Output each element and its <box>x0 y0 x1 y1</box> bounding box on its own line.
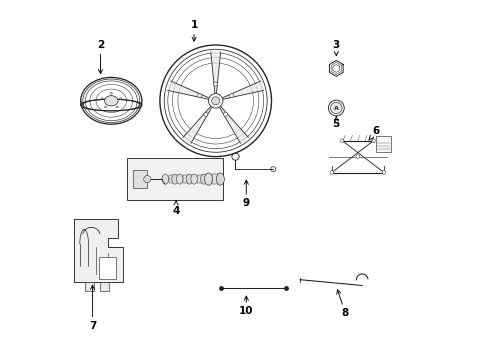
Circle shape <box>213 82 217 86</box>
Circle shape <box>329 171 333 174</box>
Circle shape <box>229 94 233 98</box>
Text: 7: 7 <box>89 285 96 331</box>
Bar <box>99 256 116 279</box>
Bar <box>197 175 203 183</box>
Ellipse shape <box>104 96 118 106</box>
Circle shape <box>223 112 227 116</box>
Ellipse shape <box>101 98 103 99</box>
Polygon shape <box>183 107 211 143</box>
Circle shape <box>203 112 207 116</box>
Text: 4: 4 <box>172 201 180 216</box>
Bar <box>85 282 94 291</box>
Text: 9: 9 <box>242 180 249 208</box>
Circle shape <box>198 94 202 98</box>
Ellipse shape <box>116 106 118 108</box>
Bar <box>100 282 109 291</box>
Ellipse shape <box>119 98 122 99</box>
Ellipse shape <box>104 106 106 108</box>
Ellipse shape <box>110 93 112 94</box>
Bar <box>127 158 223 200</box>
Polygon shape <box>223 81 263 99</box>
Text: A: A <box>333 105 338 111</box>
Ellipse shape <box>190 174 197 184</box>
Polygon shape <box>74 219 123 282</box>
Ellipse shape <box>204 173 212 185</box>
Bar <box>133 170 147 188</box>
Circle shape <box>211 97 219 105</box>
Ellipse shape <box>176 174 183 184</box>
Bar <box>212 174 220 184</box>
Circle shape <box>328 100 344 116</box>
Circle shape <box>355 155 359 158</box>
Circle shape <box>143 175 151 183</box>
Circle shape <box>340 139 344 143</box>
Circle shape <box>208 94 223 108</box>
Text: 10: 10 <box>239 296 253 316</box>
Circle shape <box>330 102 341 114</box>
Text: 8: 8 <box>336 290 348 318</box>
Bar <box>183 175 189 183</box>
Ellipse shape <box>186 174 192 184</box>
Text: 3: 3 <box>332 40 339 55</box>
Bar <box>168 175 175 183</box>
Text: 6: 6 <box>368 126 379 140</box>
Text: 1: 1 <box>190 20 197 41</box>
Ellipse shape <box>162 174 168 184</box>
Polygon shape <box>167 81 208 99</box>
Text: 5: 5 <box>332 116 339 129</box>
Circle shape <box>371 139 375 143</box>
Ellipse shape <box>200 174 206 184</box>
Bar <box>375 136 390 152</box>
Polygon shape <box>219 107 248 143</box>
Polygon shape <box>210 52 220 93</box>
Text: 2: 2 <box>97 40 104 73</box>
Ellipse shape <box>216 173 224 185</box>
Circle shape <box>382 171 385 174</box>
Ellipse shape <box>171 174 178 184</box>
